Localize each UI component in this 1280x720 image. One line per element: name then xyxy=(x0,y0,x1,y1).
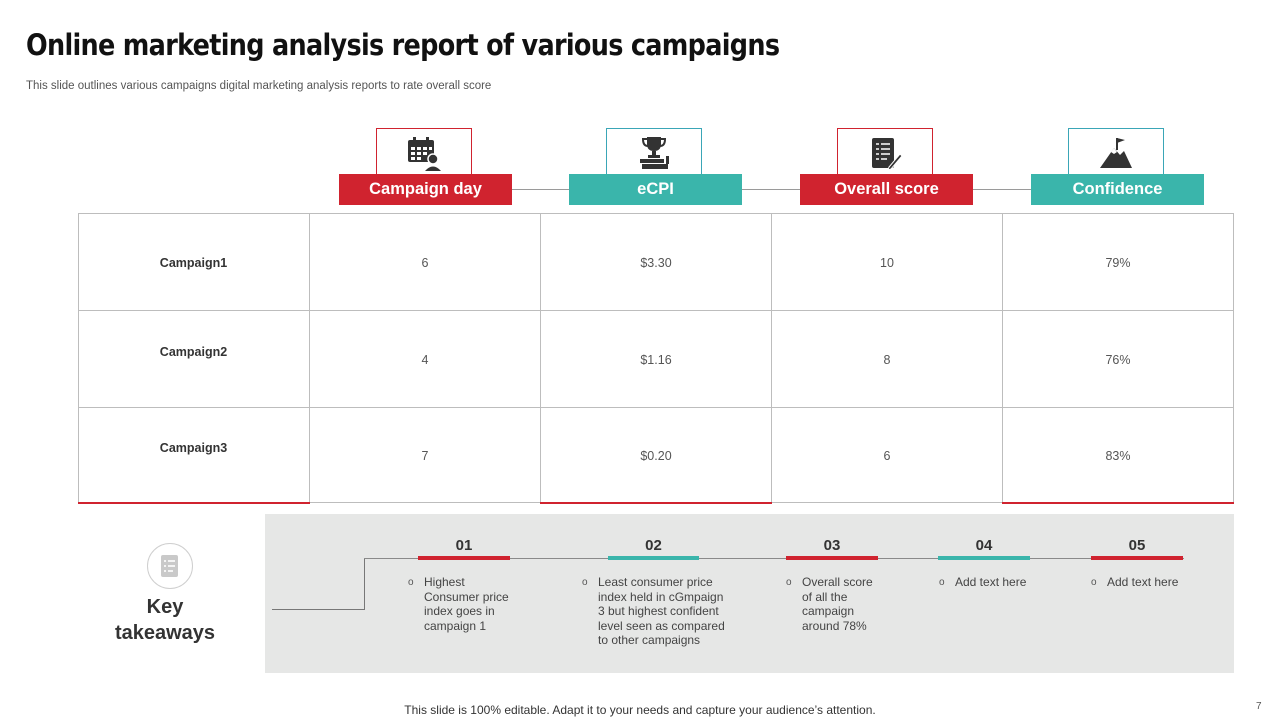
bullet-marker-icon: o xyxy=(939,577,945,588)
takeaway-number: 05 xyxy=(1128,537,1146,554)
takeaway-number: 02 xyxy=(645,537,662,554)
timeline-segment xyxy=(418,556,510,560)
timeline-segment xyxy=(786,556,878,560)
table-accent-bottom xyxy=(1002,502,1234,504)
table-cell: 6 xyxy=(883,449,891,463)
icon-box-ecpi xyxy=(606,128,702,176)
bullet-marker-icon: o xyxy=(786,577,792,588)
page-title: Online marketing analysis report of vari… xyxy=(26,28,780,62)
timeline-segment xyxy=(1091,556,1183,560)
takeaway-text-02: o Least consumer price index held in cGm… xyxy=(582,575,725,647)
timeline-segment xyxy=(608,556,699,560)
key-takeaways-icon-circle xyxy=(147,543,193,589)
table-accent-bottom xyxy=(78,502,310,504)
table-cell: $3.30 xyxy=(640,256,672,270)
table-divider xyxy=(78,407,1234,408)
column-header-ecpi: eCPI xyxy=(569,174,742,205)
mountain-flag-icon xyxy=(1100,137,1132,168)
key-takeaways-label: Key takeaways xyxy=(114,596,216,644)
column-header-campaign-day: Campaign day xyxy=(339,174,512,205)
table-divider xyxy=(1002,213,1003,503)
column-header-overall-score: Overall score xyxy=(800,174,973,205)
table-divider xyxy=(771,213,772,503)
row-label-campaign3: Campaign3 xyxy=(159,441,228,455)
table-divider xyxy=(540,213,541,503)
bullet-marker-icon: o xyxy=(582,577,588,588)
table-cell: 7 xyxy=(421,449,429,463)
takeaway-number: 03 xyxy=(823,537,841,554)
takeaway-text-01: o Highest Consumer price index goes in c… xyxy=(408,575,509,633)
takeaways-connector xyxy=(364,558,365,610)
icon-box-campaign-day xyxy=(376,128,472,176)
table-cell: 76% xyxy=(1105,353,1131,367)
footer-note: This slide is 100% editable. Adapt it to… xyxy=(404,703,876,717)
timeline-segment xyxy=(938,556,1030,560)
page-number: 7 xyxy=(1256,701,1262,712)
table-cell: 8 xyxy=(883,353,891,367)
takeaways-connector xyxy=(272,609,365,610)
table-cell: 6 xyxy=(421,256,429,270)
table-divider xyxy=(78,310,1234,311)
clipboard-pen-icon xyxy=(872,137,903,171)
table-cell: 79% xyxy=(1105,256,1131,270)
table-accent-bottom xyxy=(540,502,772,504)
table-cell: $1.16 xyxy=(640,353,672,367)
table-cell: 10 xyxy=(880,256,894,270)
key-takeaways-panel xyxy=(265,514,1234,673)
column-header-confidence: Confidence xyxy=(1031,174,1204,205)
icon-box-confidence xyxy=(1068,128,1164,176)
icon-box-overall-score xyxy=(837,128,933,176)
row-label-campaign2: Campaign2 xyxy=(159,345,228,359)
takeaway-number: 01 xyxy=(455,537,473,554)
document-list-icon xyxy=(161,555,178,577)
page-subtitle: This slide outlines various campaigns di… xyxy=(26,80,492,92)
takeaways-timeline xyxy=(364,558,1184,559)
takeaway-number: 04 xyxy=(975,537,993,554)
takeaway-text-04: o Add text here xyxy=(939,575,1027,589)
table-cell: 83% xyxy=(1105,449,1131,463)
table-cell: 4 xyxy=(421,353,429,367)
calendar-person-icon xyxy=(408,136,441,171)
trophy-books-icon xyxy=(640,136,669,169)
takeaway-text-05: o Add text here xyxy=(1091,575,1179,589)
header-connector-line xyxy=(425,189,1118,190)
row-label-campaign1: Campaign1 xyxy=(159,256,228,270)
bullet-marker-icon: o xyxy=(408,577,414,588)
table-cell: $0.20 xyxy=(640,449,672,463)
takeaway-text-03: o Overall score of all the campaign arou… xyxy=(786,575,873,633)
bullet-marker-icon: o xyxy=(1091,577,1097,588)
table-divider xyxy=(309,213,310,503)
